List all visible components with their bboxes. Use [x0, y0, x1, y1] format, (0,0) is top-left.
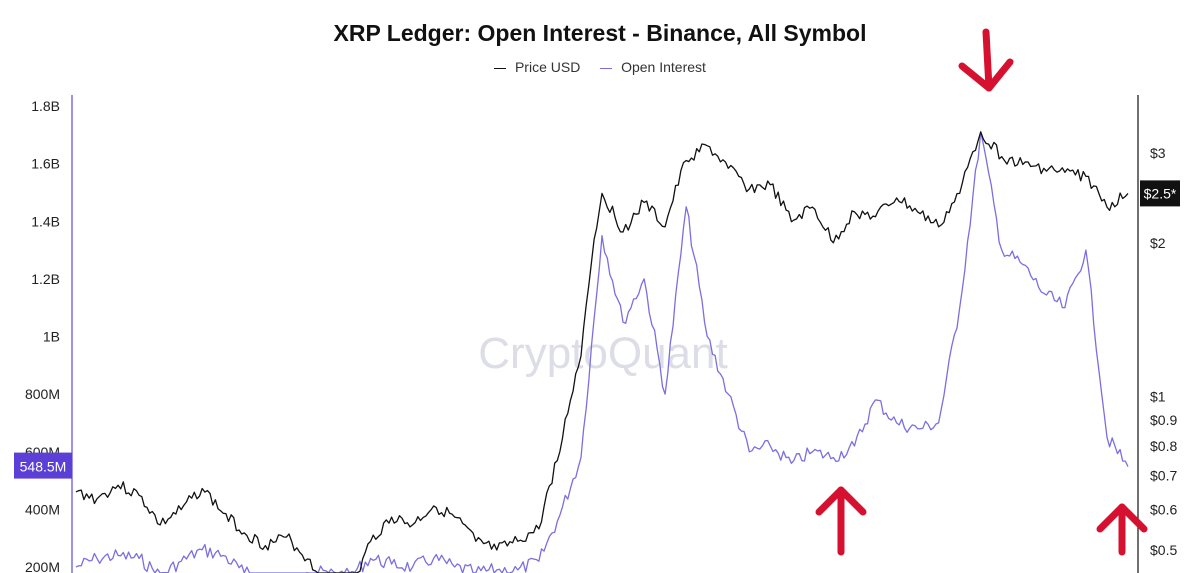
- open-interest-line: [75, 131, 1129, 573]
- price-line: [75, 131, 1129, 573]
- price-value-badge: [1140, 180, 1180, 207]
- arrow-down-peak-head: [958, 58, 1014, 92]
- legend-item-open-interest[interactable]: Open Interest: [600, 59, 706, 75]
- legend-item-price[interactable]: Price USD: [494, 59, 580, 75]
- y-right-tick-label: $0.8: [1150, 438, 1177, 454]
- y-left-tick-label: 800M: [25, 386, 60, 402]
- y-left-tick-label: 1.8B: [31, 98, 60, 114]
- legend-label-price: Price USD: [514, 59, 581, 75]
- y-left-tick-label: 1.4B: [31, 213, 60, 229]
- y-right-tick-label: $0.7: [1150, 467, 1177, 483]
- y-left-tick-label: 1.6B: [31, 156, 60, 172]
- legend-swatch-price: [494, 67, 507, 69]
- y-left-tick-label: 400M: [25, 501, 60, 517]
- y-left-tick-label: 1B: [43, 329, 60, 345]
- price-value-badge-label: $2.5*: [1144, 185, 1177, 201]
- arrow-up-right-head: [1096, 503, 1148, 533]
- arrow-down-peak-shaft: [982, 28, 993, 92]
- chart-legend: Price USD Open Interest: [0, 59, 1200, 75]
- chart-title: XRP Ledger: Open Interest - Binance, All…: [333, 20, 867, 46]
- arrow-up-mid-head: [815, 486, 867, 516]
- y-right-tick-label: $3: [1150, 145, 1166, 161]
- y-right-tick-label: $0.5: [1150, 542, 1177, 558]
- y-right-tick-label: $0.9: [1150, 412, 1177, 428]
- y-left-tick-label: 1.2B: [31, 271, 60, 287]
- legend-swatch-open-interest: [600, 67, 613, 69]
- oi-value-badge-label: 548.5M: [20, 459, 67, 475]
- y-right-tick-label: $2: [1150, 235, 1166, 251]
- watermark-text: CryptoQuant: [478, 329, 727, 378]
- y-right-tick-label: $0.6: [1150, 502, 1177, 518]
- y-right-tick-label: $1: [1150, 388, 1166, 404]
- legend-label-open-interest: Open Interest: [621, 59, 706, 75]
- y-left-tick-label: 200M: [25, 559, 60, 573]
- oi-value-badge: [14, 452, 72, 479]
